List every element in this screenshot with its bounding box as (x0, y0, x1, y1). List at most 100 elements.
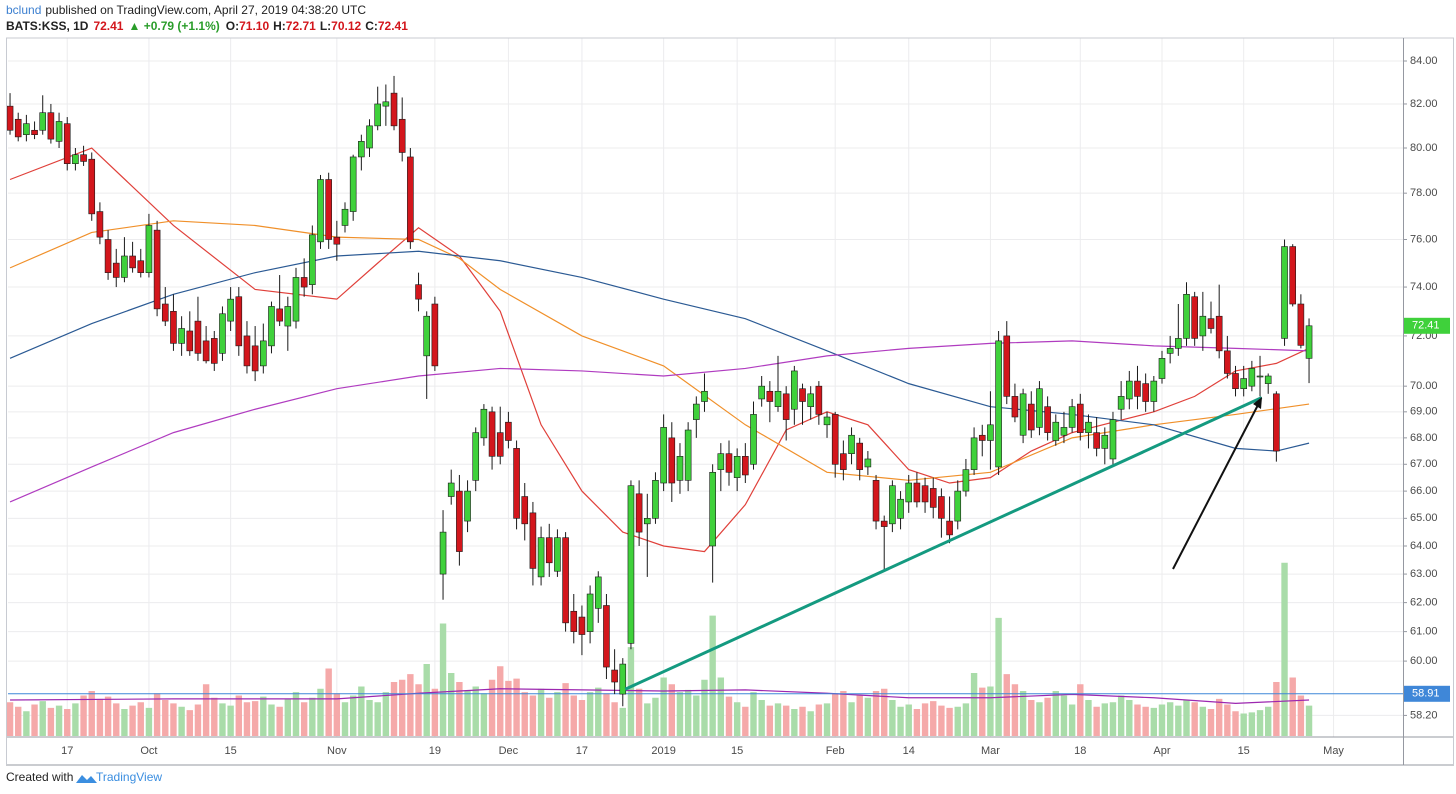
candle-body (913, 482, 921, 503)
volume-bar (1028, 700, 1035, 736)
candle-body (243, 335, 251, 367)
last-price: 72.41 (93, 19, 123, 33)
volume-bar (1150, 707, 1158, 736)
candle-body (23, 123, 30, 135)
candle-body (480, 408, 488, 439)
candle-body (815, 385, 823, 415)
candle-body (300, 277, 308, 288)
volume-bar (970, 673, 978, 736)
candle-body (1085, 421, 1092, 433)
volume-bar (1199, 706, 1207, 736)
volume-bar (758, 700, 765, 736)
volume-bar (1175, 705, 1182, 736)
candle-body (701, 390, 708, 402)
volume-bar (1101, 703, 1109, 736)
candle-body (439, 531, 447, 575)
candle-body (1011, 396, 1019, 418)
volume-bar (349, 695, 357, 736)
candle-body (594, 576, 602, 609)
y-tick-label: 68.00 (1410, 432, 1438, 444)
footer-created: Created with (6, 770, 73, 784)
volume-bar (464, 691, 471, 736)
volume-bar (676, 692, 684, 736)
volume-bar (946, 707, 953, 736)
x-tick-label: Nov (327, 745, 347, 757)
candle-body (635, 493, 643, 533)
volume-bar (366, 700, 373, 736)
candle-body (1289, 246, 1297, 305)
volume-bar (611, 702, 618, 736)
y-tick-label: 84.00 (1410, 55, 1438, 67)
volume-bar (733, 702, 741, 736)
volume-bar (1109, 702, 1117, 736)
volume-bar (1077, 684, 1084, 736)
volume-bar (872, 691, 880, 736)
volume-bar (709, 615, 716, 736)
footer-brand: TradingView (96, 770, 162, 784)
volume-bar (807, 711, 814, 736)
candle-body (153, 229, 161, 310)
candle-body (112, 262, 120, 278)
moving-average (9, 250, 1310, 452)
volume-bar (333, 693, 341, 736)
candle-body (1036, 388, 1043, 428)
volume-bar (309, 697, 316, 736)
candle-body (1101, 434, 1109, 449)
candle-body (562, 537, 569, 624)
volume-bar (905, 704, 912, 736)
candle-body (104, 239, 112, 273)
volume-bar (619, 707, 626, 736)
volume-bar (31, 704, 38, 736)
candle-body (831, 414, 839, 465)
volume-bar (717, 677, 725, 736)
volume-bar (251, 701, 259, 736)
candle-body (276, 308, 283, 322)
candle-body (178, 328, 185, 344)
candle-body (1264, 375, 1272, 384)
x-tick-label: Apr (1153, 745, 1170, 757)
volume-bar (1207, 709, 1215, 736)
volume-bar (170, 703, 177, 736)
volume-bar (382, 692, 390, 736)
volume-bar (578, 700, 586, 736)
candle-body (227, 298, 234, 322)
y-tick-label: 64.00 (1410, 540, 1438, 552)
volume-bar (1036, 702, 1043, 736)
last-price-label: 72.41 (1412, 320, 1440, 332)
volume-bar (1224, 704, 1231, 736)
volume-bar (766, 705, 774, 736)
volume-bar (1068, 704, 1076, 736)
candle-body (889, 485, 896, 525)
volume-bar (1248, 712, 1256, 736)
candle-body (1068, 406, 1076, 428)
candle-body (1224, 350, 1231, 374)
candle-body (505, 421, 512, 441)
volume-bar (1297, 695, 1305, 736)
volume-bar (1264, 706, 1272, 736)
candle-body (1183, 294, 1190, 339)
x-tick-label: Oct (140, 745, 157, 757)
y-tick-label: 61.00 (1410, 626, 1438, 638)
volume-bar (55, 705, 63, 736)
candle-body (521, 496, 529, 525)
candle-body (186, 330, 194, 352)
x-tick-label: 15 (1238, 745, 1250, 757)
candle-body (1207, 318, 1215, 329)
brand-logo (76, 775, 97, 783)
volume-bar (317, 688, 324, 736)
volume-bar (448, 673, 455, 736)
x-tick-label: 17 (61, 745, 73, 757)
volume-bar (635, 688, 643, 736)
candle-body (946, 520, 953, 536)
volume-bar (521, 692, 528, 736)
volume-bar (987, 686, 994, 736)
volume-bar (897, 706, 904, 736)
volume-bar (562, 683, 569, 736)
volume-bar (1281, 562, 1288, 736)
y-tick-label: 58.20 (1410, 709, 1438, 721)
candle-body (1019, 393, 1027, 436)
quote-value: 72.71 (286, 19, 316, 33)
candle-body (570, 610, 578, 632)
